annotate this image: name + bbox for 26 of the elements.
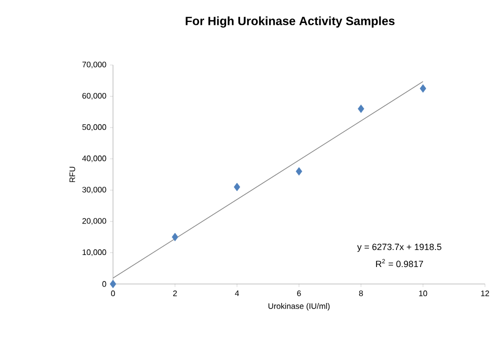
y-axis-title: RFU: [70, 166, 76, 182]
point: [358, 104, 364, 113]
x-tick-label: 12: [481, 290, 490, 296]
y-tick-label: 70,000: [82, 62, 106, 68]
y-tick-label: 20,000: [82, 218, 106, 225]
y-tick-label: 0: [102, 281, 106, 287]
y-tick-label: 50,000: [82, 124, 106, 131]
y-tick-label: 30,000: [82, 186, 106, 194]
y-tick-label: 10,000: [82, 249, 106, 256]
point: [296, 167, 302, 176]
y-tick-label: 60,000: [82, 92, 106, 100]
point: [110, 280, 116, 288]
x-tick-label: 6: [297, 290, 301, 296]
y-tick-label: 40,000: [82, 156, 106, 162]
annotation: R$^{2}$ = 0.9817: [376, 259, 424, 268]
x-tick-label: 4: [234, 290, 239, 296]
point: [172, 232, 178, 242]
point: [420, 84, 426, 93]
x-tick-label: 0: [111, 290, 115, 296]
point: [234, 182, 240, 192]
x-tick-label: 10: [419, 290, 428, 296]
x-axis-title: Urokinase (IU/ml): [268, 303, 330, 311]
chart-title: For High Urokinase Activity Samples: [186, 16, 395, 28]
x-tick-label: 8: [359, 290, 363, 296]
annotation: y = 6273.7x + 1918.5: [357, 244, 442, 252]
x-tick-label: 2: [173, 290, 177, 296]
